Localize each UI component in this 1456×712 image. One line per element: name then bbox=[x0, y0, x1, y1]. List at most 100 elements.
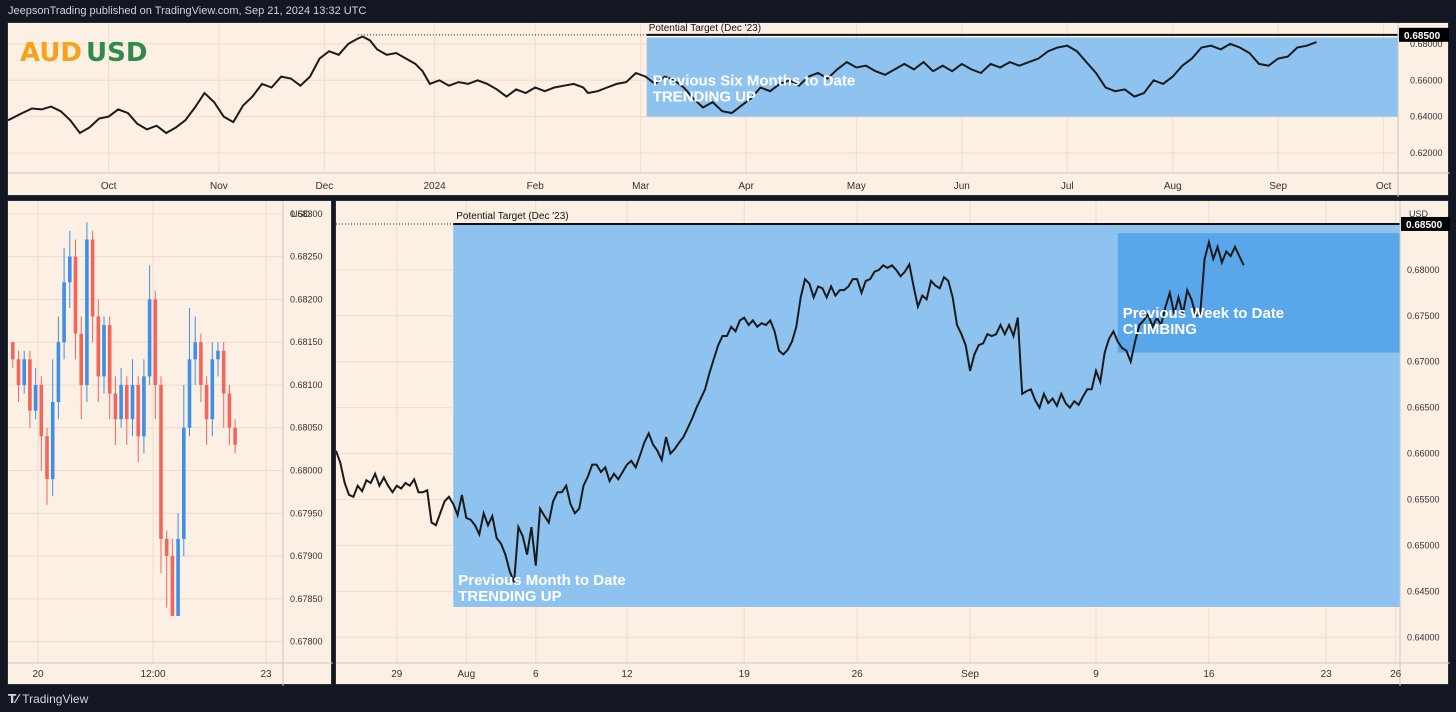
x-tick-label: Sep bbox=[961, 669, 979, 680]
candle-series bbox=[11, 222, 237, 616]
x-tick-label: 6 bbox=[533, 669, 539, 680]
candle-body bbox=[210, 359, 215, 420]
candle-body bbox=[136, 384, 140, 437]
x-tick-label: Aug bbox=[1164, 181, 1182, 192]
title-aud: AUD bbox=[20, 38, 82, 68]
candle-body bbox=[142, 376, 146, 437]
candle-body bbox=[204, 384, 209, 420]
price-label: 0.68500 bbox=[1406, 220, 1443, 231]
y-tick-label: 0.68250 bbox=[290, 252, 323, 262]
currency-label: USD bbox=[291, 209, 311, 219]
y-tick-label: 0.68100 bbox=[290, 380, 323, 390]
y-tick-label: 0.67900 bbox=[290, 551, 323, 561]
candle-body bbox=[22, 359, 26, 385]
y-tick-label: 0.64000 bbox=[1407, 632, 1440, 642]
monthly-chart-panel[interactable]: Potential Target (Dec '23) Previous Mont… bbox=[335, 200, 1450, 686]
y-tick-label: 0.68000 bbox=[1410, 39, 1443, 49]
y-tick-label: 0.68050 bbox=[290, 423, 323, 433]
candle-body bbox=[125, 384, 129, 420]
x-tick-label: 23 bbox=[1321, 669, 1333, 680]
week-annotation-line-1: Previous Week to Date bbox=[1123, 305, 1284, 322]
candle-body bbox=[16, 359, 21, 385]
candle-body bbox=[147, 299, 152, 377]
x-tick-label: 26 bbox=[1390, 669, 1402, 680]
candle-body bbox=[11, 342, 15, 360]
currency-label: USD bbox=[1409, 209, 1429, 219]
candle-body bbox=[216, 350, 220, 360]
x-tick-label: 23 bbox=[260, 669, 272, 680]
footer-bar: T⁄ TradingView bbox=[0, 686, 1456, 712]
y-tick-label: 0.66500 bbox=[1407, 403, 1440, 413]
month-annotation-line-2: TRENDING UP bbox=[458, 588, 561, 605]
chart-title: AUD USD bbox=[20, 38, 147, 68]
monthly-time-axis[interactable]: 29 Aug 6 12 19 26 Sep 9 16 23 26 bbox=[336, 662, 1450, 680]
annotation-line-1: Previous Six Months to Date bbox=[653, 73, 856, 90]
y-tick-label: 0.65000 bbox=[1407, 540, 1440, 550]
x-tick-label: 26 bbox=[852, 669, 864, 680]
x-tick-label: Feb bbox=[527, 181, 545, 192]
y-tick-label: 0.67800 bbox=[290, 637, 323, 647]
tradingview-logo-icon: T⁄ bbox=[8, 692, 19, 706]
x-tick-label: Nov bbox=[210, 181, 228, 192]
x-tick-label: 2024 bbox=[423, 181, 446, 192]
title-usd: USD bbox=[86, 38, 147, 68]
x-tick-label: Oct bbox=[101, 181, 117, 192]
price-label-bg bbox=[1399, 27, 1449, 42]
y-tick-label: 0.62000 bbox=[1410, 148, 1443, 158]
y-tick-label: 0.66000 bbox=[1410, 75, 1443, 85]
x-tick-label: Apr bbox=[738, 181, 754, 192]
price-label: 0.68500 bbox=[1404, 31, 1441, 42]
top-time-axis[interactable]: Oct Nov Dec 2024 Feb Mar Apr May Jun Jul Aug Sep Oct bbox=[8, 172, 1450, 192]
y-tick-label: 0.68000 bbox=[1407, 265, 1440, 275]
candle-body bbox=[50, 402, 55, 480]
candle-body bbox=[39, 384, 44, 437]
x-tick-label: Jul bbox=[1061, 181, 1074, 192]
candle-body bbox=[227, 393, 232, 428]
monthly-chart-svg: Potential Target (Dec '23) Previous Mont… bbox=[336, 201, 1450, 686]
top-chart-svg: Potential Target (Dec '23) Previous Six … bbox=[8, 23, 1450, 197]
candle-body bbox=[130, 384, 135, 420]
x-tick-label: 12:00 bbox=[140, 669, 165, 680]
y-tick-label: 0.68300 bbox=[290, 209, 323, 219]
x-tick-label: Sep bbox=[1269, 181, 1287, 192]
x-tick-label: Dec bbox=[315, 181, 333, 192]
brand-text: TradingView bbox=[22, 692, 89, 706]
candle-body bbox=[199, 342, 203, 385]
y-tick-label: 0.66000 bbox=[1407, 449, 1440, 459]
y-tick-label: 0.68150 bbox=[290, 337, 323, 347]
y-tick-label: 0.64500 bbox=[1407, 586, 1440, 596]
candle-time-axis[interactable]: 20 12:00 23 bbox=[8, 662, 333, 680]
x-tick-label: Oct bbox=[1376, 181, 1392, 192]
candle-body bbox=[85, 239, 89, 385]
y-tick-label: 0.67950 bbox=[290, 508, 323, 518]
monthly-price-axis[interactable]: 0.68000 0.67500 0.67000 0.66500 0.66000 0.655… bbox=[1399, 201, 1450, 686]
candle-chart-svg: 0.68300 0.68250 0.68200 0.68150 0.68100 0.680… bbox=[8, 201, 333, 686]
candle-body bbox=[96, 316, 101, 377]
x-tick-label: Mar bbox=[632, 181, 650, 192]
annotation-line-2: TRENDING UP bbox=[653, 89, 756, 106]
tradingview-logo[interactable]: T⁄ TradingView bbox=[8, 692, 88, 706]
intraday-candle-panel[interactable]: 0.68300 0.68250 0.68200 0.68150 0.68100 0.680… bbox=[7, 200, 333, 686]
candle-body bbox=[182, 427, 186, 539]
x-tick-label: Jun bbox=[954, 181, 970, 192]
x-tick-label: 9 bbox=[1093, 669, 1099, 680]
candle-body bbox=[45, 436, 49, 480]
candle-body bbox=[153, 299, 158, 385]
y-tick-label: 0.67850 bbox=[290, 594, 323, 604]
attribution-bar: JeepsonTrading published on TradingView.… bbox=[0, 0, 1456, 22]
candle-body bbox=[170, 556, 175, 616]
candle-body bbox=[176, 538, 180, 616]
candle-body bbox=[221, 350, 226, 394]
candle-body bbox=[102, 325, 106, 377]
top-chart-panel[interactable]: Potential Target (Dec '23) Previous Six … bbox=[7, 22, 1450, 197]
candle-price-axis[interactable]: 0.68300 0.68250 0.68200 0.68150 0.68100 0.680… bbox=[282, 201, 323, 686]
candle-body bbox=[79, 333, 83, 385]
x-tick-label: 16 bbox=[1203, 669, 1215, 680]
price-series-line bbox=[336, 238, 1245, 583]
candle-body bbox=[233, 427, 237, 445]
candle-body bbox=[33, 384, 38, 411]
candle-body bbox=[68, 256, 72, 283]
candle-body bbox=[73, 256, 78, 334]
candle-body bbox=[113, 393, 118, 420]
